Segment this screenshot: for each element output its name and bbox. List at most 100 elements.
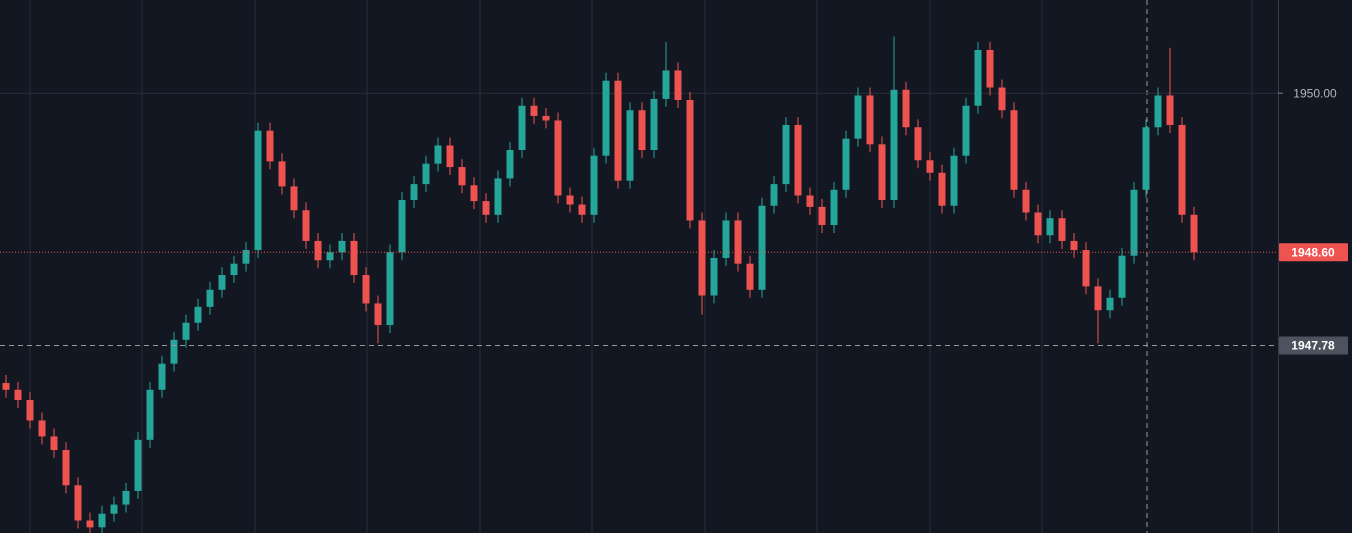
candle-body — [446, 145, 454, 168]
candle-body — [110, 504, 118, 514]
candle-body — [962, 105, 970, 156]
candle-body — [1178, 125, 1186, 215]
candle-body — [650, 98, 658, 151]
candle-body — [374, 303, 382, 326]
candle-body — [218, 275, 226, 290]
candle-body — [1058, 218, 1066, 241]
candle-body — [182, 322, 190, 340]
candle-body — [362, 275, 370, 304]
candle-body — [626, 110, 634, 181]
candle-body — [746, 263, 754, 290]
candle-body — [38, 420, 46, 437]
candle-body — [338, 240, 346, 253]
candle-body — [878, 144, 886, 201]
candle-body — [602, 80, 610, 156]
candle-body — [386, 252, 394, 326]
candle-body — [470, 185, 478, 202]
candle-body — [98, 513, 106, 528]
candle-body — [26, 400, 34, 421]
candle-body — [542, 115, 550, 121]
candle-body — [914, 127, 922, 161]
candle-body — [1022, 189, 1030, 213]
candle-body — [434, 145, 442, 164]
candle-body — [254, 130, 262, 251]
candle-body — [1106, 297, 1114, 311]
crosshair-label: 1947.78 — [1291, 339, 1335, 353]
candle-body — [866, 95, 874, 145]
candle-body — [1094, 286, 1102, 311]
last-price-label: 1948.60 — [1291, 245, 1335, 259]
candle-body — [422, 163, 430, 185]
candle-body — [194, 306, 202, 323]
candle-body — [2, 382, 10, 390]
candle-body — [554, 120, 562, 196]
candle-body — [482, 201, 490, 215]
candle-body — [830, 189, 838, 226]
candle-body — [710, 257, 718, 296]
candle-body — [1118, 255, 1126, 298]
candle-body — [782, 125, 790, 185]
candle-body — [1046, 218, 1054, 236]
candle-body — [170, 339, 178, 364]
candle-body — [230, 263, 238, 276]
candle-body — [1130, 189, 1138, 256]
candle-body — [410, 184, 418, 201]
candle-body — [1082, 250, 1090, 287]
candle-body — [74, 485, 82, 521]
candle-body — [1190, 214, 1198, 253]
candle-body — [494, 178, 502, 215]
last-price-box — [1279, 243, 1348, 262]
candle-body — [734, 220, 742, 264]
candle-body — [758, 205, 766, 290]
candle-body — [530, 105, 538, 116]
candle-body — [518, 105, 526, 151]
candle-body — [590, 155, 598, 215]
candle-body — [158, 363, 166, 390]
candle-body — [242, 250, 250, 264]
candle-body — [818, 206, 826, 226]
candle-body — [950, 155, 958, 206]
candle-body — [638, 110, 646, 151]
candle-body — [902, 89, 910, 128]
candle-body — [662, 70, 670, 99]
candle-body — [722, 220, 730, 258]
candle-body — [290, 186, 298, 211]
candle-body — [1142, 127, 1150, 190]
candle-body — [14, 389, 22, 401]
candle-body — [302, 210, 310, 241]
candle-body — [50, 436, 58, 451]
candle-body — [806, 195, 814, 207]
candle-body — [146, 389, 154, 440]
candle-body — [578, 204, 586, 215]
candle-body — [314, 240, 322, 261]
candle-body — [794, 125, 802, 196]
candle-body — [674, 70, 682, 101]
candle-body — [926, 160, 934, 173]
candle-body — [278, 161, 286, 187]
candle-body — [974, 50, 982, 106]
candle-body — [206, 289, 214, 307]
candle-body — [506, 150, 514, 179]
candle-body — [1010, 110, 1018, 190]
candle-body — [266, 130, 274, 162]
candle-body — [326, 252, 334, 261]
candle-body — [998, 87, 1006, 111]
candle-body — [1154, 95, 1162, 128]
candle-body — [86, 520, 94, 528]
candle-body — [986, 50, 994, 88]
candle-body — [566, 195, 574, 205]
candle-body — [686, 100, 694, 221]
candle-body — [134, 439, 142, 491]
candle-body — [854, 95, 862, 139]
candle-body — [1070, 240, 1078, 251]
y-tick-label: 1950.00 — [1293, 86, 1337, 100]
candle-body — [458, 167, 466, 186]
candle-body — [122, 490, 130, 505]
candle-body — [938, 172, 946, 206]
candle-body — [614, 80, 622, 181]
candle-body — [398, 200, 406, 253]
candle-body — [770, 184, 778, 206]
vertical-grid — [29, 0, 1253, 533]
